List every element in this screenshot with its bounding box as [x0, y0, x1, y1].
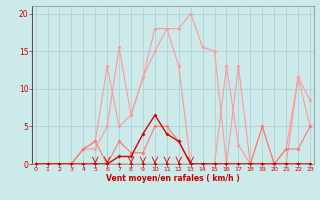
X-axis label: Vent moyen/en rafales ( km/h ): Vent moyen/en rafales ( km/h ) — [106, 174, 240, 183]
